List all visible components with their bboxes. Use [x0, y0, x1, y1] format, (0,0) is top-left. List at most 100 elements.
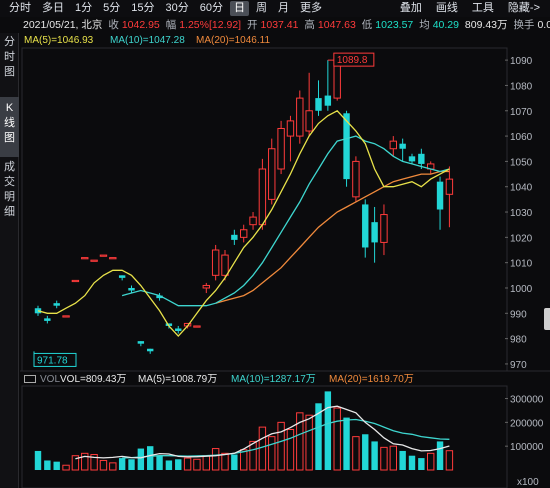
- candle-body-down: [34, 308, 42, 314]
- volume-bar-down: [156, 455, 163, 470]
- volume-bar-down: [408, 455, 416, 470]
- volume-bar-up: [445, 450, 454, 471]
- volume-bar-up: [211, 448, 220, 471]
- price-tick-label: 1080: [510, 81, 533, 92]
- volume-bar-down: [362, 434, 369, 470]
- volume-bar-down: [343, 417, 350, 470]
- side-tab-char: 交: [4, 176, 15, 188]
- toolbar-tool-3[interactable]: 隐藏->: [507, 2, 540, 14]
- low-label: 低: [361, 19, 373, 31]
- candle-body-up: [183, 322, 192, 327]
- tab-intraday[interactable]: 分时图: [0, 33, 19, 78]
- volume-bar-up: [71, 455, 80, 471]
- candle-body-up: [286, 120, 295, 137]
- volume-bar-down: [436, 441, 444, 470]
- vol-value: VOL=809.43万: [60, 374, 127, 385]
- volume-bar-down: [44, 460, 51, 470]
- volume-bar-down: [175, 459, 182, 470]
- candle-body-down: [147, 348, 154, 352]
- ma20-legend: MA(20)=1046.11: [196, 35, 271, 46]
- volume-bar-up: [333, 407, 341, 471]
- period-tab-5[interactable]: 30分: [165, 2, 189, 14]
- candle-body-up: [71, 279, 80, 283]
- volume-bar-up: [99, 459, 108, 471]
- toolbar-tool-0[interactable]: 叠加: [399, 2, 422, 14]
- volume-bar-down: [165, 460, 173, 470]
- volume-bar-up: [258, 426, 267, 471]
- candle-body-up: [380, 214, 388, 243]
- candle-body-down: [343, 113, 350, 180]
- candle-body-up: [221, 254, 229, 276]
- period-tab-3[interactable]: 5分: [103, 2, 121, 14]
- candle-body-up: [193, 325, 201, 328]
- candle-body-up: [427, 163, 435, 170]
- change-value: 1.25%[12.92]: [179, 19, 242, 31]
- period-tab-10[interactable]: 更多: [300, 2, 322, 14]
- candle-body-up: [81, 257, 89, 260]
- candle-body-up: [305, 110, 313, 132]
- price-tick-label: 1090: [510, 56, 533, 67]
- high-label: 高: [304, 19, 315, 31]
- ma20-line: [215, 170, 450, 304]
- toolbar-tool-1[interactable]: 画线: [435, 2, 458, 14]
- period-tab-6[interactable]: 60分: [199, 2, 223, 14]
- volume-bar-up: [380, 446, 388, 471]
- candle-body-down: [436, 181, 444, 210]
- candle-body-down: [137, 341, 145, 344]
- period-tab-1[interactable]: 多日: [42, 2, 64, 14]
- side-tab-char: 分: [4, 36, 15, 48]
- toolbar-tool-2[interactable]: 工具: [471, 2, 494, 14]
- period-tab-9[interactable]: 月: [278, 2, 289, 14]
- volume-unit-label: x100: [517, 477, 539, 488]
- side-tab-char: 成: [4, 161, 15, 173]
- volume-bar-down: [418, 458, 425, 470]
- volume-bar-up: [193, 458, 201, 471]
- price-tick-label: 1000: [510, 284, 533, 295]
- period-toolbar: 分时 多日 1分 5分 15分 30分 60分日周月更多 叠加 画线 工具 隐藏->: [0, 0, 550, 17]
- volume-bar-down: [34, 450, 42, 470]
- volume-bar-up: [62, 464, 70, 471]
- period-tab-4[interactable]: 15分: [131, 2, 155, 14]
- toolbar-right-group: 叠加 画线 工具 隐藏->: [390, 0, 544, 17]
- tab-trade-details[interactable]: 成交明细: [0, 158, 19, 220]
- volume-bar-down: [315, 403, 322, 470]
- volume-indicator-box[interactable]: [24, 375, 36, 384]
- min-marker-label: 971.78: [37, 355, 68, 366]
- candle-body-up: [62, 315, 70, 318]
- volume-bar-down: [399, 450, 406, 470]
- volume-bar-up: [240, 449, 248, 471]
- ma-legend: MA(5)=1046.93 MA(10)=1047.28 MA(20)=1046.1…: [24, 34, 270, 48]
- avg-value: 40.29: [432, 19, 459, 31]
- collapse-handle[interactable]: [544, 308, 550, 330]
- candle-body-up: [99, 254, 108, 257]
- open-value: 1037.41: [260, 19, 299, 31]
- candle-body-up: [249, 216, 257, 226]
- candle-body-up: [277, 127, 285, 170]
- period-tab-8[interactable]: 周: [256, 2, 267, 14]
- candle-body-up: [268, 148, 276, 200]
- candle-body-up: [333, 62, 341, 99]
- max-marker-box: [333, 52, 375, 67]
- volume-bar-up: [389, 445, 398, 471]
- candle-body-down: [156, 295, 163, 299]
- volume-bar-down: [128, 459, 135, 470]
- open-label: 开: [247, 19, 258, 31]
- price-tick-label: 1070: [510, 107, 533, 118]
- candle-body-up: [109, 257, 117, 260]
- volume-bar-up: [277, 421, 285, 471]
- volume-tick-label: 100000: [510, 442, 544, 453]
- side-tab-char: 线: [4, 117, 15, 129]
- candle-body-down: [324, 95, 332, 106]
- period-tab-0[interactable]: 分时: [9, 2, 31, 14]
- volume-bar-up: [305, 414, 313, 471]
- volume-bar-up: [81, 452, 89, 471]
- candle-body-down: [53, 303, 60, 306]
- period-tab-7[interactable]: 日: [230, 1, 249, 16]
- period-tab-2[interactable]: 1分: [75, 2, 93, 14]
- candle-body-down: [371, 222, 378, 243]
- volume-bar-down: [118, 458, 126, 470]
- volume-bar-down: [137, 448, 145, 470]
- candle-body-down: [231, 234, 238, 240]
